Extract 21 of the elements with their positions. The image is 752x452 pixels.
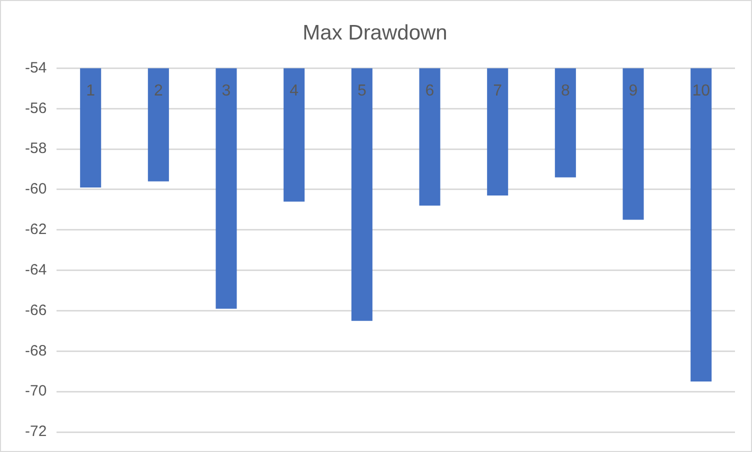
x-tick-label: 10 <box>692 82 710 100</box>
y-tick-label: -64 <box>24 261 47 278</box>
y-tick-label: -54 <box>24 59 47 76</box>
y-tick-label: -66 <box>24 302 47 319</box>
x-tick-label: 4 <box>290 82 299 100</box>
x-tick-label: 3 <box>222 82 231 100</box>
x-tick-label: 7 <box>493 82 502 100</box>
y-tick-label: -56 <box>24 100 47 117</box>
y-tick-label: -62 <box>24 221 47 238</box>
x-tick-label: 8 <box>560 82 570 100</box>
x-tick-label: 2 <box>154 82 163 100</box>
y-tick-label: -72 <box>24 423 47 440</box>
y-tick-label: -60 <box>24 180 47 198</box>
y-tick-label: -68 <box>24 342 47 360</box>
x-tick-label: 6 <box>425 82 434 100</box>
chart-title: Max Drawdown <box>302 21 448 44</box>
x-tick-label: 1 <box>86 82 96 100</box>
x-tick-label: 9 <box>628 82 638 100</box>
y-tick-label: -70 <box>24 382 47 400</box>
y-tick-label: -58 <box>24 140 47 158</box>
x-tick-label: 5 <box>357 82 366 100</box>
